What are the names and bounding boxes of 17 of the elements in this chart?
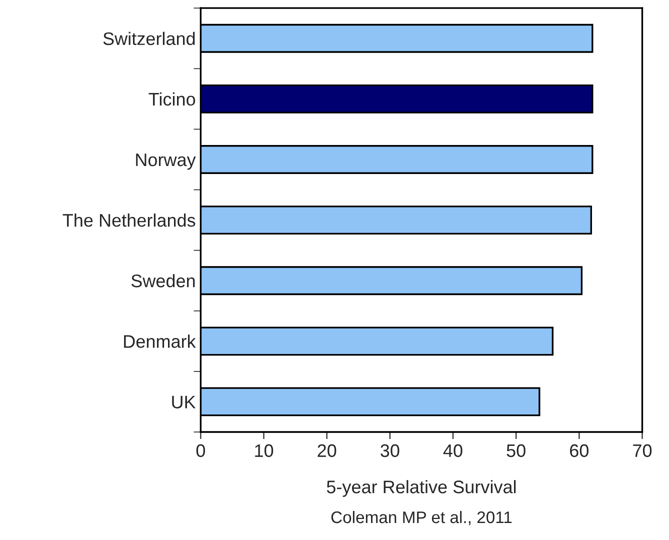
x-tick-label: 10 — [255, 444, 274, 458]
y-tick-label: Switzerland — [103, 32, 195, 46]
x-tick-label: 40 — [443, 444, 462, 458]
x-tick-label: 20 — [318, 444, 336, 458]
y-tick-label: Sweden — [131, 274, 195, 288]
x-tick-label: 50 — [506, 444, 526, 458]
x-tick-label: 0 — [196, 444, 206, 458]
y-tick-label: Norway — [136, 154, 196, 170]
x-tick-label: 60 — [570, 444, 588, 458]
x-axis-title: 5-year Relative Survival — [326, 480, 516, 497]
y-tick-label: Ticino — [148, 92, 196, 106]
x-tick-label: 70 — [633, 444, 652, 458]
y-tick-label: Denmark — [124, 334, 196, 348]
text: Coleman MP et al., 2011 — [331, 510, 512, 526]
y-tick-label: The Netherlands — [62, 214, 196, 227]
x-tick-label: 30 — [380, 444, 400, 458]
y-tick-label: UK — [172, 396, 196, 408]
